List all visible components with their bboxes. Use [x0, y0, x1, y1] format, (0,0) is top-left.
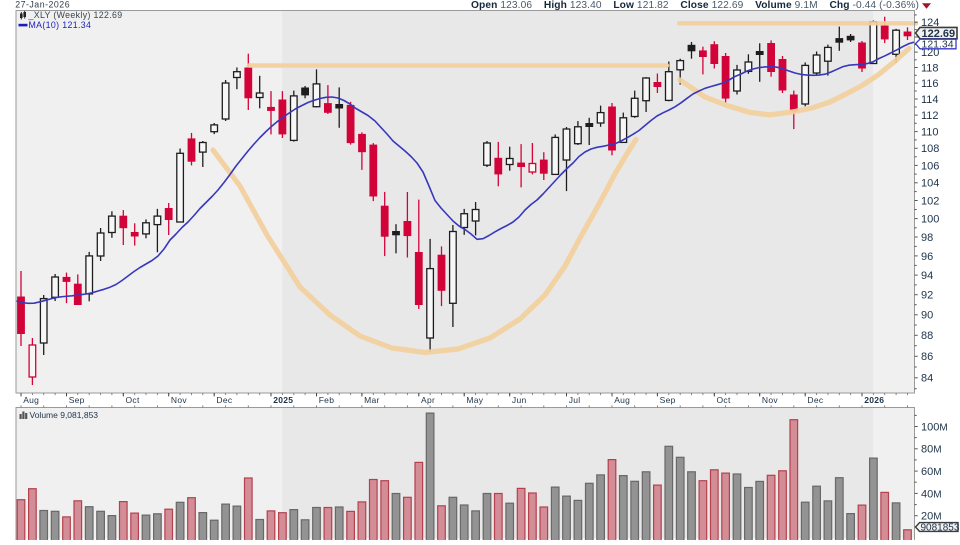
svg-text:Dec: Dec — [216, 395, 232, 405]
svg-text:100: 100 — [921, 214, 939, 226]
svg-text:94: 94 — [921, 270, 933, 282]
svg-text:Aug: Aug — [23, 395, 39, 405]
svg-text:88: 88 — [921, 330, 933, 342]
svg-text:9081853: 9081853 — [921, 523, 960, 534]
svg-text:Feb: Feb — [319, 395, 335, 405]
svg-text:80M: 80M — [921, 444, 942, 456]
svg-text:60M: 60M — [921, 466, 942, 478]
svg-text:Jun: Jun — [512, 395, 527, 405]
svg-text:96: 96 — [921, 251, 933, 263]
svg-text:120: 120 — [921, 47, 939, 59]
svg-text:116: 116 — [921, 78, 939, 90]
svg-text:112: 112 — [921, 110, 939, 122]
svg-text:118: 118 — [921, 62, 939, 74]
svg-text:84: 84 — [921, 373, 933, 385]
svg-text:Oct: Oct — [126, 395, 140, 405]
svg-text:May: May — [466, 395, 483, 405]
svg-text:Sep: Sep — [69, 395, 85, 405]
svg-text:_XLY (Weekly) 122.69: _XLY (Weekly) 122.69 — [28, 10, 123, 20]
svg-text:Mar: Mar — [364, 395, 380, 405]
svg-text:Oct: Oct — [717, 395, 731, 405]
svg-text:Open 123.06 High 123.40: Open 123.06 High 123.40 Low 121.82 Close… — [471, 0, 919, 11]
svg-text:108: 108 — [921, 143, 939, 155]
svg-text:Sep: Sep — [660, 395, 676, 405]
svg-text:86: 86 — [921, 351, 933, 363]
svg-text:90: 90 — [921, 310, 933, 322]
svg-text:Nov: Nov — [171, 395, 187, 405]
svg-text:Jul: Jul — [569, 395, 581, 405]
svg-text:2025: 2025 — [273, 395, 293, 405]
svg-text:MA(10) 121.34: MA(10) 121.34 — [29, 20, 92, 30]
svg-text:Volume 9,081,853: Volume 9,081,853 — [30, 410, 99, 420]
svg-text:104: 104 — [921, 178, 939, 190]
svg-text:106: 106 — [921, 160, 939, 172]
svg-text:20M: 20M — [921, 511, 942, 523]
svg-text:27-Jan-2026: 27-Jan-2026 — [15, 0, 70, 10]
svg-text:92: 92 — [921, 290, 933, 302]
svg-text:100M: 100M — [921, 421, 948, 433]
svg-text:98: 98 — [921, 232, 933, 244]
svg-text:124: 124 — [921, 17, 939, 29]
svg-text:122.69: 122.69 — [922, 28, 956, 40]
svg-text:121.34: 121.34 — [922, 39, 954, 51]
svg-text:Apr: Apr — [421, 395, 435, 405]
svg-text:Dec: Dec — [807, 395, 823, 405]
svg-text:Aug: Aug — [614, 395, 630, 405]
svg-text:114: 114 — [921, 94, 939, 106]
svg-text:102: 102 — [921, 195, 939, 207]
svg-text:110: 110 — [921, 127, 939, 139]
svg-text:2026: 2026 — [864, 395, 884, 405]
svg-text:Nov: Nov — [762, 395, 778, 405]
svg-text:40M: 40M — [921, 488, 942, 500]
